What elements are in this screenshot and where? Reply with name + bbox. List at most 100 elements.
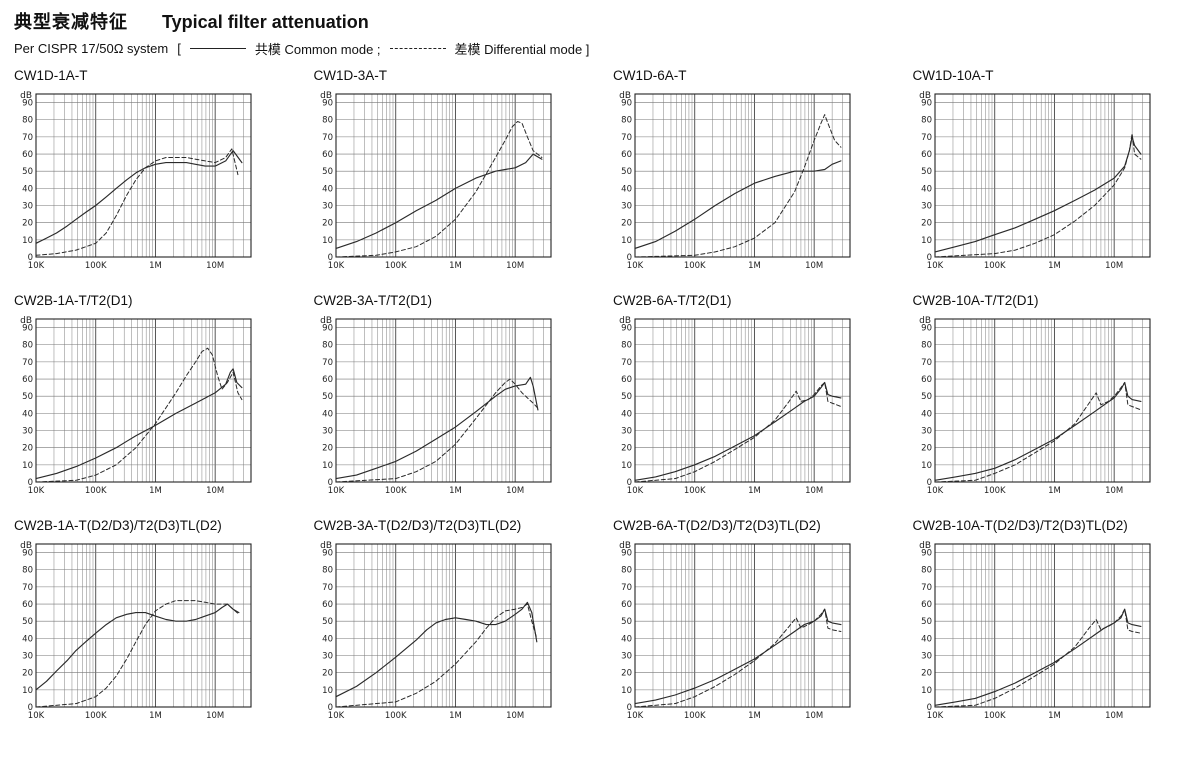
svg-text:30: 30 xyxy=(921,427,932,437)
svg-text:90: 90 xyxy=(22,324,33,334)
svg-text:80: 80 xyxy=(621,116,632,126)
chart-title: CW2B-3A-T(D2/D3)/T2(D3)TL(D2) xyxy=(313,518,522,533)
chart-cell: CW2B-3A-T/T2(D1) 0 10 20 30 40 50 60 70 80 90 dB 10… xyxy=(312,293,596,514)
svg-text:100K: 100K xyxy=(85,711,107,721)
svg-text:100K: 100K xyxy=(684,261,706,271)
chart-title: CW2B-6A-T(D2/D3)/T2(D3)TL(D2) xyxy=(613,518,821,533)
svg-text:0: 0 xyxy=(627,703,632,713)
chart-cell: CW2B-6A-T(D2/D3)/T2(D3)TL(D2) 0 10 20 30 40 5… xyxy=(611,518,895,739)
svg-text:10K: 10K xyxy=(327,486,344,496)
svg-text:1M: 1M xyxy=(1048,711,1061,721)
svg-text:30: 30 xyxy=(921,652,932,662)
svg-text:30: 30 xyxy=(322,202,333,212)
svg-text:70: 70 xyxy=(921,583,932,593)
svg-text:dB: dB xyxy=(20,316,32,326)
svg-text:10M: 10M xyxy=(805,711,823,721)
svg-text:30: 30 xyxy=(621,427,632,437)
svg-text:dB: dB xyxy=(320,91,332,101)
svg-text:70: 70 xyxy=(322,583,333,593)
svg-text:80: 80 xyxy=(621,341,632,351)
svg-text:50: 50 xyxy=(322,617,333,627)
svg-text:70: 70 xyxy=(22,583,33,593)
svg-text:10M: 10M xyxy=(1105,711,1123,721)
svg-text:10M: 10M xyxy=(206,486,224,496)
svg-text:10M: 10M xyxy=(206,711,224,721)
chart-cell: CW1D-6A-T 0 10 20 30 40 50 60 70 80 90 dB 10K 100K 1M… xyxy=(611,68,895,289)
chart-cell: CW2B-6A-T/T2(D1) 0 10 20 30 40 50 60 70 80 90 dB 10… xyxy=(611,293,895,514)
svg-text:20: 20 xyxy=(22,669,33,679)
svg-text:0: 0 xyxy=(926,253,931,263)
svg-text:10K: 10K xyxy=(327,711,344,721)
svg-text:40: 40 xyxy=(322,184,333,194)
svg-text:20: 20 xyxy=(621,444,632,454)
svg-text:80: 80 xyxy=(22,341,33,351)
svg-text:70: 70 xyxy=(621,358,632,368)
svg-text:0: 0 xyxy=(28,253,33,263)
svg-text:10: 10 xyxy=(322,236,333,246)
svg-text:1M: 1M xyxy=(1048,486,1061,496)
svg-text:1M: 1M xyxy=(149,711,162,721)
svg-text:10: 10 xyxy=(322,686,333,696)
chart-title: CW1D-1A-T xyxy=(14,68,88,83)
svg-text:50: 50 xyxy=(921,167,932,177)
svg-text:80: 80 xyxy=(921,341,932,351)
chart-title: CW2B-10A-T(D2/D3)/T2(D3)TL(D2) xyxy=(912,518,1128,533)
chart-cell: CW2B-10A-T(D2/D3)/T2(D3)TL(D2) 0 10 20 30 40… xyxy=(911,518,1195,739)
chart-title: CW2B-1A-T/T2(D1) xyxy=(14,293,133,308)
svg-text:10K: 10K xyxy=(627,486,644,496)
common-mode-line-sample xyxy=(189,48,246,49)
svg-text:90: 90 xyxy=(322,324,333,334)
svg-text:10: 10 xyxy=(621,461,632,471)
svg-text:20: 20 xyxy=(22,219,33,229)
svg-text:10K: 10K xyxy=(926,486,943,496)
svg-text:dB: dB xyxy=(919,316,931,326)
legend-common-label: 共模 Common mode ; xyxy=(254,42,381,57)
svg-text:dB: dB xyxy=(619,541,631,551)
svg-text:50: 50 xyxy=(921,392,932,402)
svg-text:30: 30 xyxy=(322,652,333,662)
svg-text:30: 30 xyxy=(22,427,33,437)
chart-title: CW1D-6A-T xyxy=(613,68,687,83)
svg-text:100K: 100K xyxy=(85,261,107,271)
svg-text:80: 80 xyxy=(322,566,333,576)
svg-text:20: 20 xyxy=(921,444,932,454)
chart-cell: CW2B-1A-T/T2(D1) 0 10 20 30 40 50 60 70 80 90 dB 10… xyxy=(12,293,296,514)
svg-text:10M: 10M xyxy=(1105,486,1123,496)
svg-text:60: 60 xyxy=(621,600,632,610)
svg-text:10: 10 xyxy=(921,686,932,696)
svg-text:10: 10 xyxy=(322,461,333,471)
chart-cell: CW2B-1A-T(D2/D3)/T2(D3)TL(D2) 0 10 20 30 40 5… xyxy=(12,518,296,739)
svg-text:1M: 1M xyxy=(1048,261,1061,271)
differential-mode-line-sample xyxy=(389,48,446,49)
svg-text:60: 60 xyxy=(322,375,333,385)
svg-text:10K: 10K xyxy=(28,261,45,271)
svg-text:80: 80 xyxy=(621,566,632,576)
svg-text:0: 0 xyxy=(627,478,632,488)
svg-text:40: 40 xyxy=(921,184,932,194)
svg-text:90: 90 xyxy=(22,549,33,559)
svg-text:50: 50 xyxy=(22,392,33,402)
svg-text:60: 60 xyxy=(621,150,632,160)
svg-text:50: 50 xyxy=(921,617,932,627)
svg-text:30: 30 xyxy=(22,652,33,662)
svg-text:10K: 10K xyxy=(926,711,943,721)
svg-text:30: 30 xyxy=(621,652,632,662)
svg-text:1M: 1M xyxy=(449,486,462,496)
svg-text:1M: 1M xyxy=(449,261,462,271)
svg-text:90: 90 xyxy=(921,549,932,559)
svg-text:70: 70 xyxy=(322,358,333,368)
svg-text:60: 60 xyxy=(22,375,33,385)
svg-text:0: 0 xyxy=(926,478,931,488)
svg-text:10: 10 xyxy=(921,461,932,471)
svg-text:1M: 1M xyxy=(748,711,761,721)
svg-text:40: 40 xyxy=(921,409,932,419)
svg-text:90: 90 xyxy=(621,99,632,109)
svg-text:40: 40 xyxy=(22,184,33,194)
